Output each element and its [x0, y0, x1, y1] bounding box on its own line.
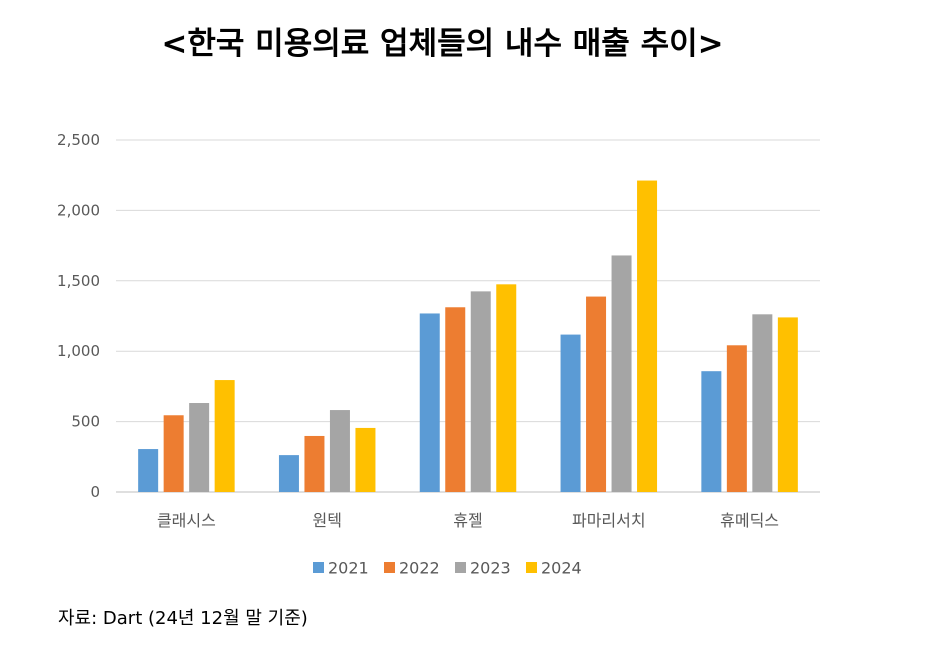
y-axis-ticks: 0 500 1,000 1,500 2,000 2,500 [57, 131, 100, 501]
chart-title: <한국 미용의료 업체들의 내수 매출 추이> [161, 26, 724, 62]
category-label: 클래시스 [157, 511, 216, 530]
y-tick-label: 500 [71, 413, 100, 431]
bar-2022-4 [726, 345, 747, 492]
bar-2023-0 [189, 403, 210, 492]
category-label: 휴메딕스 [720, 511, 779, 530]
bar-2023-1 [329, 410, 350, 492]
bar-2022-1 [304, 435, 325, 492]
bar-2022-3 [586, 296, 607, 492]
category-label: 휴젤 [453, 511, 482, 530]
bar-2021-3 [560, 334, 581, 492]
y-tick-label: 1,500 [57, 272, 100, 290]
source-note: 자료: Dart (24년 12월 말 기준) [58, 608, 308, 629]
category-label: 원텍 [312, 511, 341, 530]
legend-label: 2021 [328, 559, 369, 578]
category-label: 파마리서치 [572, 511, 646, 530]
bar-2022-0 [163, 415, 184, 492]
y-tick-label: 1,000 [57, 342, 100, 360]
bar-2024-3 [637, 180, 658, 492]
legend-item-2022: 2022 [384, 559, 440, 578]
bar-2024-2 [496, 284, 517, 492]
legend-label: 2023 [470, 559, 511, 578]
bar-2024-1 [355, 427, 376, 492]
bar-2021-1 [278, 455, 299, 492]
legend-swatch [526, 562, 537, 573]
y-tick-label: 2,500 [57, 131, 100, 149]
bar-2023-3 [611, 255, 632, 492]
legend-label: 2024 [541, 559, 582, 578]
legend: 2021 2022 2023 2024 [313, 559, 582, 578]
bar-2021-4 [701, 371, 722, 492]
x-axis-categories: 클래시스 원텍 휴젤 파마리서치 휴메딕스 [157, 511, 779, 530]
bar-2024-0 [214, 380, 235, 492]
bar-2021-0 [138, 449, 159, 492]
legend-label: 2022 [399, 559, 440, 578]
legend-item-2024: 2024 [526, 559, 582, 578]
legend-swatch [455, 562, 466, 573]
y-tick-label: 2,000 [57, 201, 100, 219]
bar-2023-2 [470, 291, 491, 492]
bar-2021-2 [419, 313, 440, 492]
bars [138, 180, 798, 492]
y-tick-label: 0 [90, 483, 100, 501]
legend-item-2021: 2021 [313, 559, 369, 578]
legend-swatch [313, 562, 324, 573]
bar-2023-4 [752, 314, 773, 492]
legend-item-2023: 2023 [455, 559, 511, 578]
legend-swatch [384, 562, 395, 573]
bar-2022-2 [445, 307, 466, 492]
bar-2024-4 [777, 317, 798, 492]
